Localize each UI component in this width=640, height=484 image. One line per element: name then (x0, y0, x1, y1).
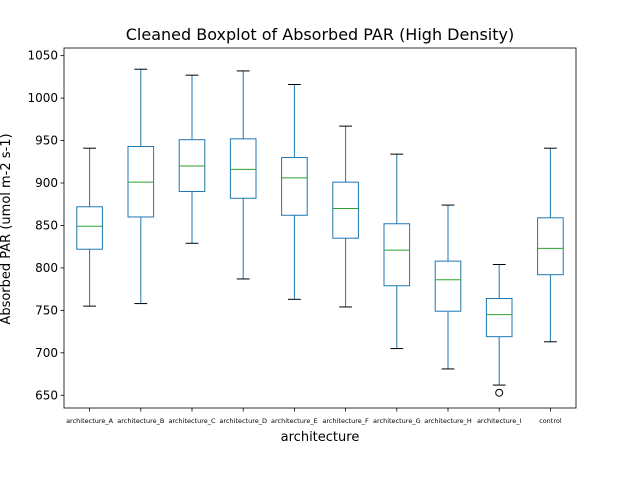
outlier-point (495, 388, 504, 397)
y-tick-label: 950 (35, 134, 58, 148)
iqr-box (229, 138, 257, 199)
y-tick-label: 750 (35, 303, 58, 317)
x-tick-label: architecture_B (117, 417, 164, 425)
y-tick-label: 1000 (27, 91, 58, 105)
x-tick-label: architecture_F (322, 417, 369, 425)
x-tick-label: architecture_C (168, 417, 216, 425)
plot-area: 650 700 750 800 850 900 950 1000 1050 architectur… (27, 47, 577, 425)
y-tick-label: 700 (35, 346, 58, 360)
y-tick-label: 800 (35, 261, 58, 275)
axes-frame (63, 47, 577, 409)
y-tick-label: 650 (35, 388, 58, 402)
x-tick-label: architecture_E (271, 417, 318, 425)
iqr-box (383, 223, 411, 287)
iqr-box (537, 217, 564, 276)
y-tick-label: 900 (35, 176, 58, 190)
iqr-box (76, 206, 103, 250)
iqr-box (281, 157, 308, 216)
x-tick-label: architecture_A (66, 417, 114, 425)
x-tick-label: architecture_I (477, 417, 522, 425)
iqr-box (485, 297, 513, 338)
y-tick-label: 850 (35, 218, 58, 232)
iqr-box (332, 181, 359, 239)
x-tick-label: control (539, 417, 562, 425)
chart-title: Cleaned Boxplot of Absorbed PAR (High De… (126, 25, 514, 44)
y-tick-label: 1050 (27, 49, 58, 63)
iqr-box (434, 260, 462, 312)
x-axis-label: architecture (281, 430, 360, 445)
x-tick-label: architecture_H (424, 417, 472, 425)
x-tick-label: architecture_G (373, 417, 421, 425)
y-axis-label: Absorbed PAR (umol m-2 s-1) (0, 133, 14, 324)
x-tick-label: architecture_D (219, 417, 267, 425)
